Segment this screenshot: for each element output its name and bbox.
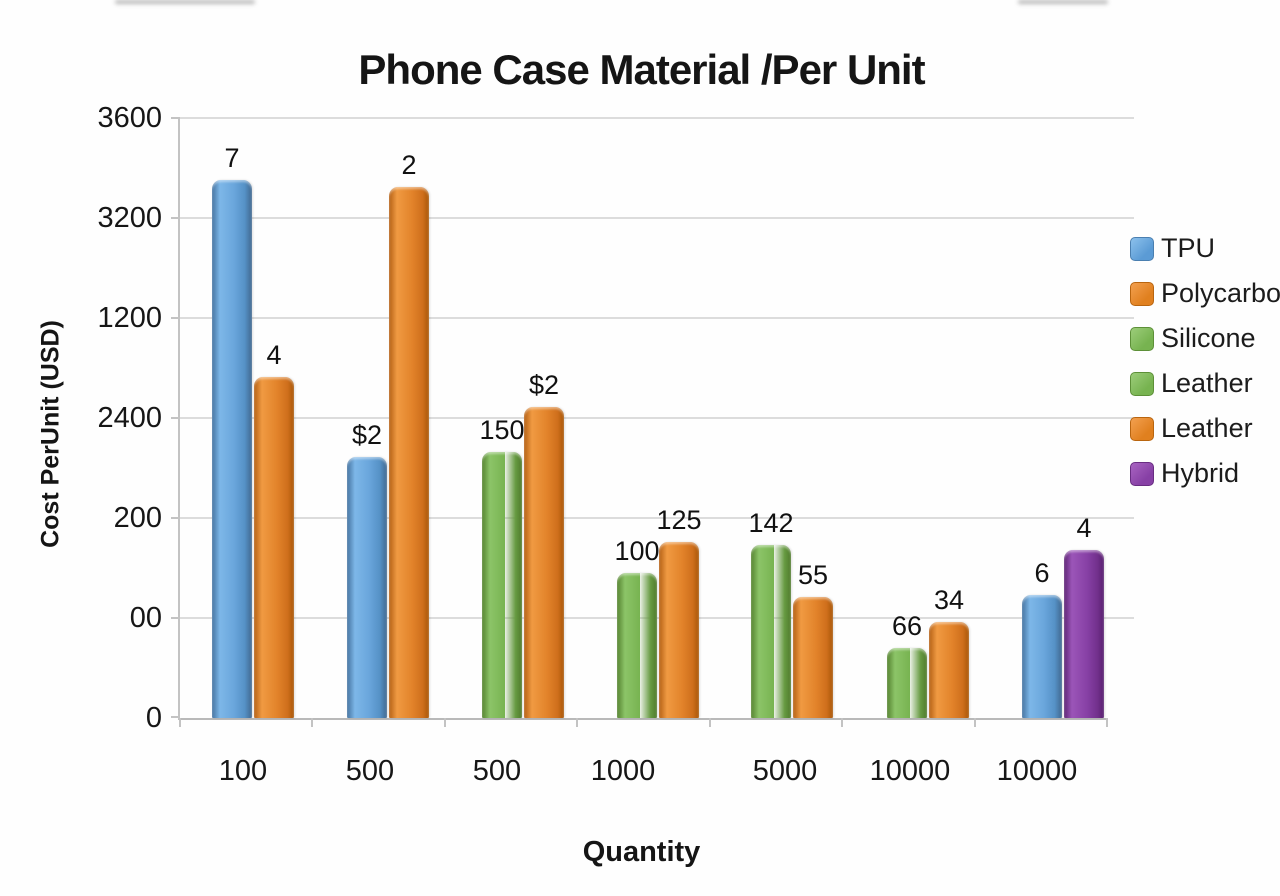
bar-silicone-500 — [482, 452, 522, 718]
legend-swatch-icon — [1130, 416, 1154, 441]
x-axis-category-label: 10000 — [869, 755, 951, 787]
legend-label: Leather — [1161, 413, 1253, 443]
legend-item-leather: Leather — [1130, 406, 1280, 451]
legend-item-leather: Leather — [1130, 361, 1280, 406]
bar-tpu-10000 — [1022, 595, 1062, 718]
legend-item-polycarbo: Polycarbo — [1130, 271, 1280, 316]
legend-swatch-icon — [1130, 461, 1154, 486]
gridline — [180, 117, 1134, 119]
x-axis-category-label: 1000 — [590, 755, 656, 787]
y-axis-tick — [171, 317, 180, 319]
bar-value-label: 66 — [891, 611, 923, 641]
legend-item-silicone: Silicone — [1130, 316, 1280, 361]
bar-tpu-100 — [212, 180, 252, 718]
bar-leather-1000 — [659, 542, 699, 718]
y-axis-tick-label: 2400 — [97, 402, 162, 434]
bar-hybrid-10000 — [1064, 550, 1104, 718]
chart-title: Phone Case Material /Per Unit — [358, 46, 925, 93]
x-axis-tick — [311, 718, 314, 727]
x-axis-tick — [443, 718, 446, 727]
bar-value-label: 2 — [401, 150, 417, 180]
bar-tpu-500 — [347, 457, 387, 718]
x-axis-category-label: 500 — [345, 755, 395, 787]
x-axis-tick — [708, 718, 711, 727]
legend-label: Polycarbo — [1161, 278, 1280, 308]
bar-polycarbonate-100 — [254, 377, 294, 718]
bar-value-label: $2 — [351, 420, 383, 450]
bar-value-label: 100 — [614, 536, 660, 566]
legend: TPU Polycarbo Silicone Leather Leather Hybrid — [1130, 226, 1280, 496]
x-axis-category-label: 500 — [472, 755, 522, 787]
gridline — [180, 317, 1134, 319]
y-axis-tick — [171, 217, 180, 219]
y-axis-tick — [171, 117, 180, 119]
x-axis-title: Quantity — [582, 836, 701, 868]
plot-area: 7 4 $2 2 150 $2 100 125 142 55 66 34 6 4 — [171, 117, 1134, 727]
x-axis-tick — [179, 718, 181, 727]
gridline — [180, 417, 1134, 419]
bar-value-label: 4 — [266, 340, 282, 370]
y-axis-tick-label: 3600 — [97, 102, 162, 134]
y-axis-tick — [171, 716, 180, 718]
y-axis-tick-label: 1200 — [97, 302, 162, 334]
legend-item-tpu: TPU — [1130, 226, 1280, 271]
y-axis-tick-label: 200 — [113, 502, 162, 534]
bar-value-label: 125 — [656, 505, 702, 535]
bar-value-label: 55 — [797, 560, 829, 590]
y-axis-tick-label: 3200 — [97, 202, 162, 234]
x-axis-category-label: 5000 — [752, 755, 818, 787]
x-axis-tick — [1106, 718, 1108, 727]
x-axis-tick — [973, 718, 976, 727]
gridline — [180, 217, 1134, 219]
legend-label: Silicone — [1161, 323, 1256, 353]
bar-value-label: 34 — [933, 585, 965, 615]
legend-label: Leather — [1161, 368, 1253, 398]
bar-value-label: 150 — [479, 415, 525, 445]
bar-value-label: $2 — [528, 370, 560, 400]
bar-silicone-5000 — [751, 545, 791, 718]
bar-value-label: 4 — [1076, 513, 1092, 543]
bar-value-label: 142 — [748, 508, 794, 538]
legend-swatch-icon — [1130, 326, 1154, 351]
legend-item-hybrid: Hybrid — [1130, 451, 1280, 496]
gridline — [180, 617, 1134, 619]
bar-silicone-10000 — [887, 648, 927, 718]
bar-leather-500 — [524, 407, 564, 718]
x-axis-category-label: 10000 — [996, 755, 1078, 787]
y-axis-tick — [171, 517, 180, 519]
y-axis-tick-label: 0 — [145, 702, 162, 734]
bar-value-label: 7 — [224, 143, 240, 173]
legend-swatch-icon — [1130, 371, 1154, 396]
gridline — [180, 517, 1134, 519]
bar-leather-5000 — [793, 597, 833, 718]
bar-value-label: 6 — [1034, 558, 1050, 588]
y-axis-tick-label: 00 — [129, 602, 162, 634]
legend-swatch-icon — [1130, 281, 1154, 306]
cropped-text-artifact-right — [1018, 0, 1108, 4]
legend-swatch-icon — [1130, 236, 1154, 261]
bar-leather-10000 — [929, 622, 969, 718]
y-axis-tick — [171, 417, 180, 419]
y-axis-tick — [171, 617, 180, 619]
legend-label: Hybrid — [1161, 458, 1240, 488]
cropped-text-artifact-left — [115, 0, 255, 4]
bar-silicone-1000 — [617, 573, 657, 718]
x-axis-tick — [841, 718, 844, 727]
bar-polycarbonate-500 — [389, 187, 429, 718]
x-axis-category-label: 100 — [218, 755, 268, 787]
legend-label: TPU — [1161, 233, 1215, 263]
x-axis-tick — [576, 718, 579, 727]
